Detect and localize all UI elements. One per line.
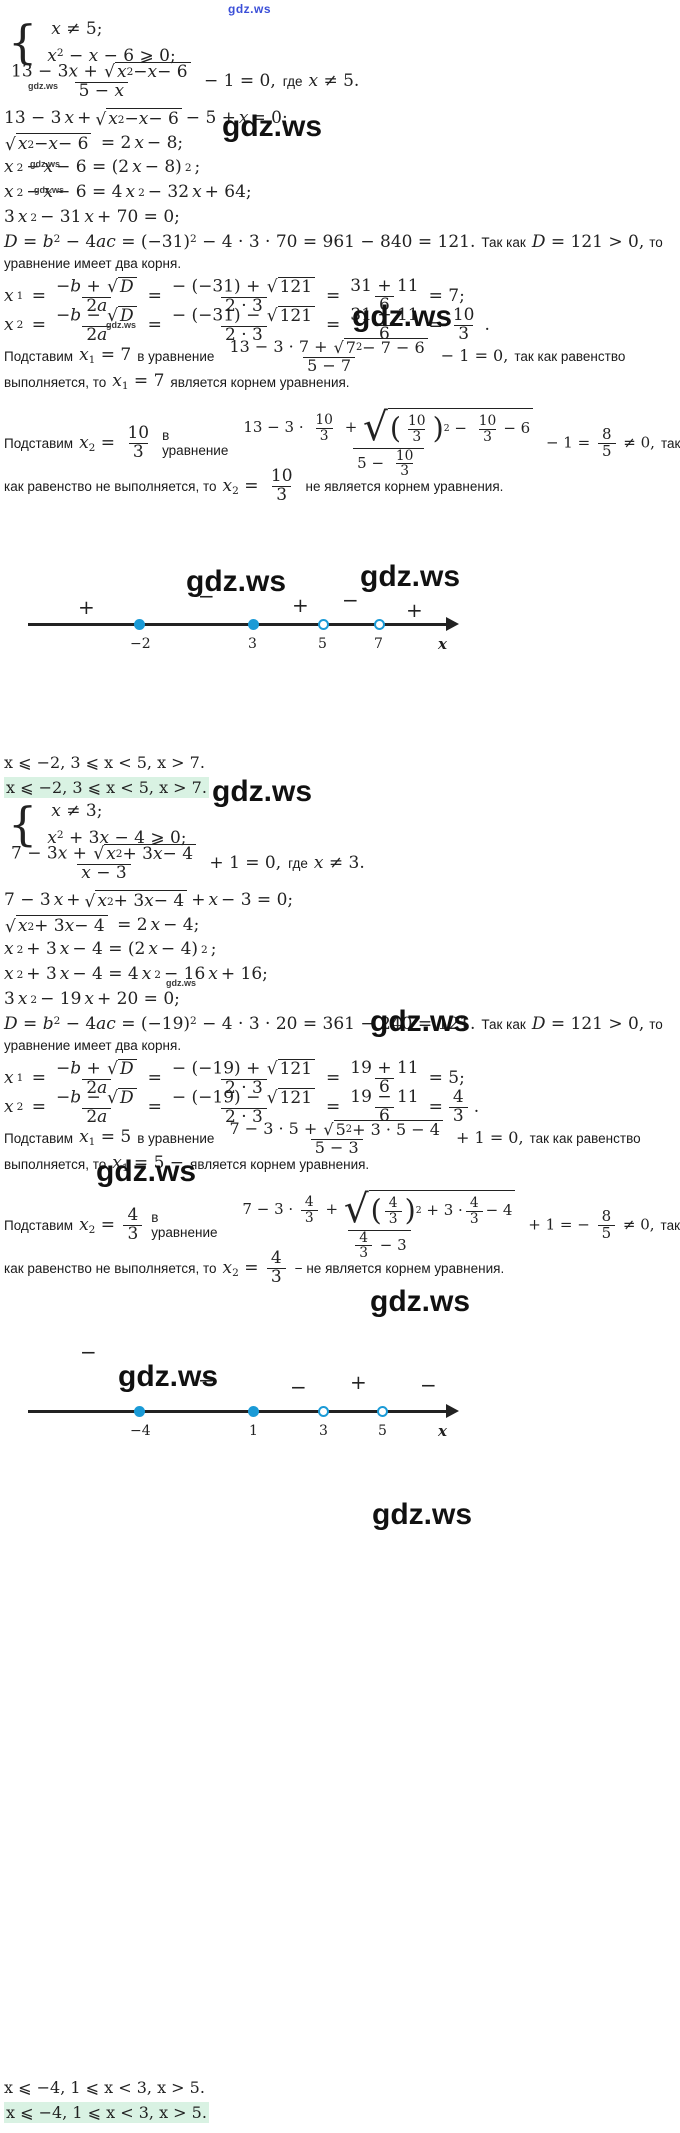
point-marker-filled <box>248 619 259 630</box>
tick-label: 7 <box>374 636 383 652</box>
condition-2a: x ≠ 3; <box>51 801 103 821</box>
interval-sign: − <box>198 1368 215 1392</box>
answer-highlighted-2: x ⩽ −4, 1 ⩽ x < 3, x > 5. <box>4 2102 209 2123</box>
watermark-top: gdz.ws <box>228 2 272 16</box>
number-line-2: −4 1 3 5 − − − + − x <box>0 1280 680 1510</box>
axis-line <box>28 1410 448 1413</box>
check-x2-conclusion-1: как равенство не выполняется, то x2 = 10… <box>4 466 504 505</box>
answer-highlighted-1: x ⩽ −2, 3 ⩽ x < 5, x > 7. <box>4 777 209 798</box>
main-equation-1: 13 − 3x + √ x 2 − x − 6 5 − x − 1 = 0, где… <box>11 61 360 101</box>
brace-icon: { <box>8 797 38 852</box>
interval-sign: − <box>80 1340 97 1364</box>
tick-label: 5 <box>378 1423 387 1439</box>
tick-label: 5 <box>318 636 327 652</box>
interval-sign: − <box>198 584 215 608</box>
point-marker-filled <box>134 619 145 630</box>
point-marker-open <box>318 619 329 630</box>
tick-label: −2 <box>130 636 151 652</box>
tick-label: 3 <box>319 1423 328 1439</box>
point-marker-filled <box>134 1406 145 1417</box>
axis-label: x <box>438 1422 447 1440</box>
point-marker-filled <box>248 1406 259 1417</box>
tick-label: 3 <box>248 636 257 652</box>
discriminant-1: D = b2 − 4ac = (−31)2 − 4 · 3 · 70 = 961… <box>4 232 663 253</box>
point-marker-open <box>374 619 385 630</box>
number-line-1: −2 3 5 7 + − + − + x <box>0 500 680 730</box>
answer-plain-2: x ⩽ −4, 1 ⩽ x < 3, x > 5. <box>4 2078 205 2097</box>
interval-sign: + <box>292 593 309 617</box>
check-x1-problem2: Подставим x1 = 5 в уравнение 7 − 3 · 5 +… <box>4 1118 641 1157</box>
discriminant-note-1: уравнение имеет два корня. <box>4 256 182 271</box>
discriminant-2: D = b2 − 4ac = (−19)2 − 4 · 3 · 20 = 361… <box>4 1014 663 1035</box>
discriminant-note-2: уравнение имеет два корня. <box>4 1038 182 1053</box>
condition-2b: x2 + 3x − 4 ⩾ 0; <box>47 827 187 848</box>
condition-1a: x ≠ 5; <box>51 19 103 39</box>
axis-line <box>28 623 448 626</box>
interval-sign: + <box>406 598 423 622</box>
tick-label: −4 <box>130 1423 151 1439</box>
interval-sign: − <box>342 588 359 612</box>
check-x1-conclusion-1: выполняется, то x1 = 7 является корнем у… <box>4 371 350 392</box>
axis-label: x <box>438 635 447 653</box>
system-of-conditions-2: { x ≠ 3; x2 + 3x − 4 ⩾ 0; <box>8 800 187 848</box>
tick-label: 1 <box>249 1423 258 1439</box>
answer-plain-1: x ⩽ −2, 3 ⩽ x < 5, x > 7. <box>4 753 205 772</box>
check-x1-conclusion-2: выполняется, то x1 = 5 − является корнем… <box>4 1153 370 1174</box>
interval-sign: − <box>420 1373 437 1397</box>
interval-sign: − <box>290 1375 307 1399</box>
system-of-conditions-1: { x ≠ 5; x2 − x − 6 ⩾ 0; <box>8 18 176 66</box>
condition-1b: x2 − x − 6 ⩾ 0; <box>47 45 176 66</box>
check-x2-problem1: Подставим x2 = 10 3 в уравнение 13 − 3 · … <box>4 405 680 480</box>
interval-sign: + <box>350 1370 367 1394</box>
point-marker-open <box>377 1406 388 1417</box>
check-x1-problem1: Подставим x1 = 7 в уравнение 13 − 3 · 7 … <box>4 336 626 375</box>
interval-sign: + <box>78 595 95 619</box>
axis-arrow-icon <box>446 1404 459 1418</box>
axis-arrow-icon <box>446 617 459 631</box>
point-marker-open <box>318 1406 329 1417</box>
brace-icon: { <box>8 15 38 70</box>
watermark-large: gdz.ws <box>212 775 313 808</box>
